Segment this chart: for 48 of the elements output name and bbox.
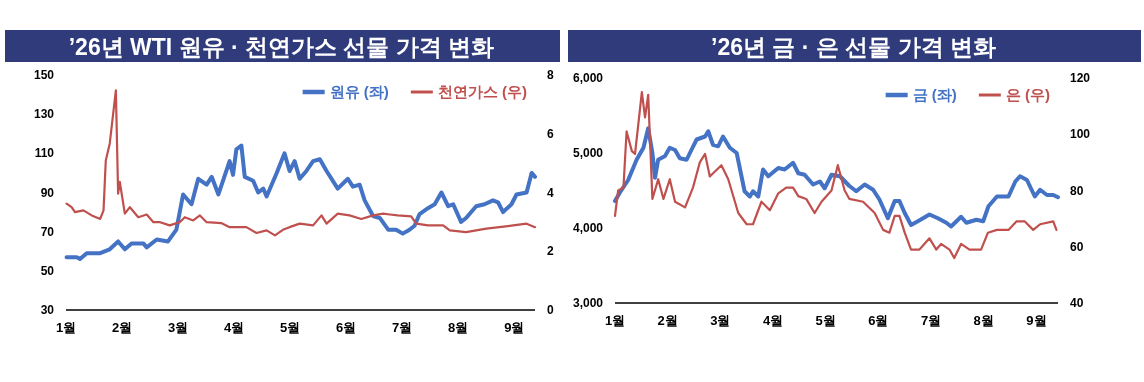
legend-label: 은 (우) — [1005, 86, 1050, 103]
y-tick-label: 6,000 — [572, 71, 604, 85]
y-tick-label: 50 — [40, 263, 55, 278]
x-tick-label: 2월 — [111, 320, 133, 335]
x-tick-label: 8월 — [448, 320, 469, 335]
x-tick-label: 1월 — [55, 320, 77, 335]
x-tick-label: 5월 — [815, 313, 836, 328]
y-tick-label: 130 — [33, 107, 55, 122]
y2-tick-label: 100 — [1070, 127, 1091, 142]
x-tick-label: 5월 — [280, 320, 301, 335]
line-series — [64, 143, 537, 262]
legend-label: 원유 (좌) — [329, 83, 389, 100]
chart-title: ’26년 금 · 은 선물 가격 변화 — [711, 34, 996, 60]
x-tick-label: 8월 — [973, 313, 994, 328]
y-tick-label: 3,000 — [572, 296, 604, 310]
y2-tick-label: 0 — [547, 303, 554, 317]
legend-label: 금 (좌) — [912, 86, 957, 103]
y2-tick-label: 4 — [547, 185, 554, 200]
x-tick-label: 9월 — [504, 320, 525, 335]
y2-tick-label: 80 — [1070, 183, 1084, 198]
y2-tick-label: 120 — [1070, 71, 1091, 85]
y-tick-label: 110 — [34, 146, 55, 161]
x-tick-label: 7월 — [392, 320, 413, 335]
x-tick-label: 7월 — [920, 313, 942, 328]
x-tick-label: 2월 — [657, 313, 678, 328]
x-tick-label: 3월 — [710, 313, 731, 328]
y-tick-label: 4,000 — [572, 221, 604, 235]
y2-tick-label: 8 — [547, 68, 554, 82]
line-series — [613, 126, 1060, 229]
y-tick-label: 90 — [40, 185, 55, 200]
line-series — [613, 90, 1058, 260]
y2-tick-label: 2 — [547, 244, 554, 259]
legend-label: 천연가스 (우) — [437, 83, 527, 100]
chart-title: ’26년 WTI 원유 · 천연가스 선물 가격 변화 — [68, 34, 495, 60]
y2-tick-label: 40 — [1070, 296, 1084, 310]
x-tick-label: 9월 — [1026, 313, 1047, 328]
y-tick-label: 150 — [33, 68, 55, 82]
y-tick-label: 30 — [40, 303, 55, 317]
x-tick-label: 6월 — [868, 313, 889, 328]
x-tick-label: 1월 — [604, 313, 626, 328]
y2-tick-label: 6 — [547, 126, 554, 141]
x-tick-label: 4월 — [762, 313, 784, 328]
y-tick-label: 5,000 — [572, 146, 604, 160]
x-tick-label: 3월 — [167, 320, 189, 335]
x-tick-label: 4월 — [223, 320, 245, 335]
y2-tick-label: 60 — [1070, 239, 1084, 254]
y-tick-label: 70 — [40, 224, 55, 239]
x-tick-label: 6월 — [336, 320, 357, 335]
